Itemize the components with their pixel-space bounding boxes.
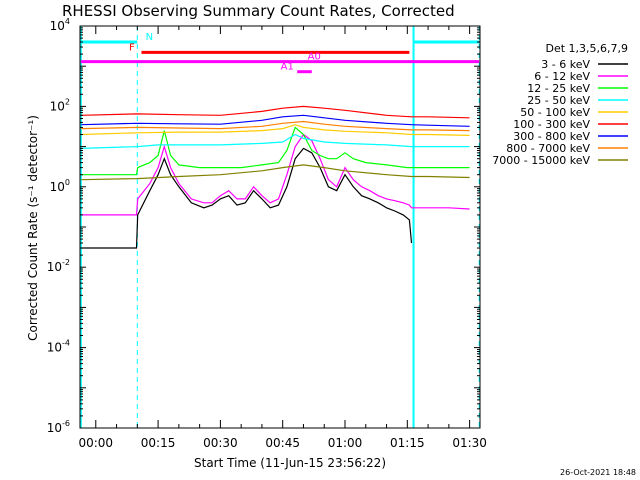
legend-label: 25 - 50 keV (527, 94, 590, 107)
x-tick-label: 00:15 (141, 436, 176, 450)
legend-label: 3 - 6 keV (541, 58, 590, 71)
y-tick-label: 10-2 (47, 258, 70, 274)
flag-label-a1: A1 (281, 62, 294, 73)
series-line-0 (81, 147, 413, 249)
series-line-1 (81, 133, 470, 216)
series-line-3 (81, 133, 470, 149)
legend-label: 7000 - 15000 keV (492, 154, 590, 167)
y-tick-label: 102 (50, 97, 70, 113)
x-axis-label: Start Time (11-Jun-15 23:56:22) (194, 456, 386, 470)
legend-label: 100 - 300 keV (513, 118, 590, 131)
y-tick-label: 104 (50, 17, 70, 33)
x-tick-label: 00:45 (265, 436, 300, 450)
plot-frame (79, 25, 481, 429)
y-axis: 10-6 10-4 10-2 100 102 104 (47, 17, 480, 435)
series-line-6 (81, 114, 470, 127)
plot-area: NF A0 A1 (79, 26, 480, 428)
y-tick-label: 10-4 (47, 339, 70, 355)
y-tick-label: 100 (50, 178, 70, 194)
series-line-4 (81, 124, 470, 136)
y-axis-label: Corrected Count Rate (s⁻¹ detector⁻¹) (26, 115, 40, 341)
legend-label: 300 - 800 keV (513, 130, 590, 143)
series-line-8 (81, 164, 470, 181)
legend-label: 12 - 25 keV (527, 82, 590, 95)
footer-timestamp: 26-Oct-2021 18:48 (560, 468, 636, 477)
legend-label: 6 - 12 keV (534, 70, 590, 83)
chart-title: RHESSI Observing Summary Count Rates, Co… (62, 2, 455, 20)
flag-label-n: N (146, 32, 153, 43)
series-line-7 (81, 120, 470, 132)
series-line-2 (81, 126, 470, 176)
x-tick-label: 01:00 (328, 436, 363, 450)
legend-label: 50 - 100 keV (520, 106, 590, 119)
y-tick-label: 10-6 (47, 419, 70, 435)
x-tick-label: 01:15 (390, 436, 425, 450)
x-tick-label: 00:00 (78, 436, 113, 450)
x-axis: 00:00 00:15 00:30 00:45 01:00 01:15 01:30 (78, 26, 487, 450)
x-tick-label: 01:30 (452, 436, 487, 450)
series-line-5 (81, 105, 470, 119)
legend-title: Det 1,3,5,6,7,9 (545, 42, 628, 55)
flag-label-a0: A0 (308, 52, 321, 63)
x-tick-label: 00:30 (203, 436, 238, 450)
flag-label-f: F (129, 42, 135, 53)
legend-label: 800 - 7000 keV (506, 142, 590, 155)
